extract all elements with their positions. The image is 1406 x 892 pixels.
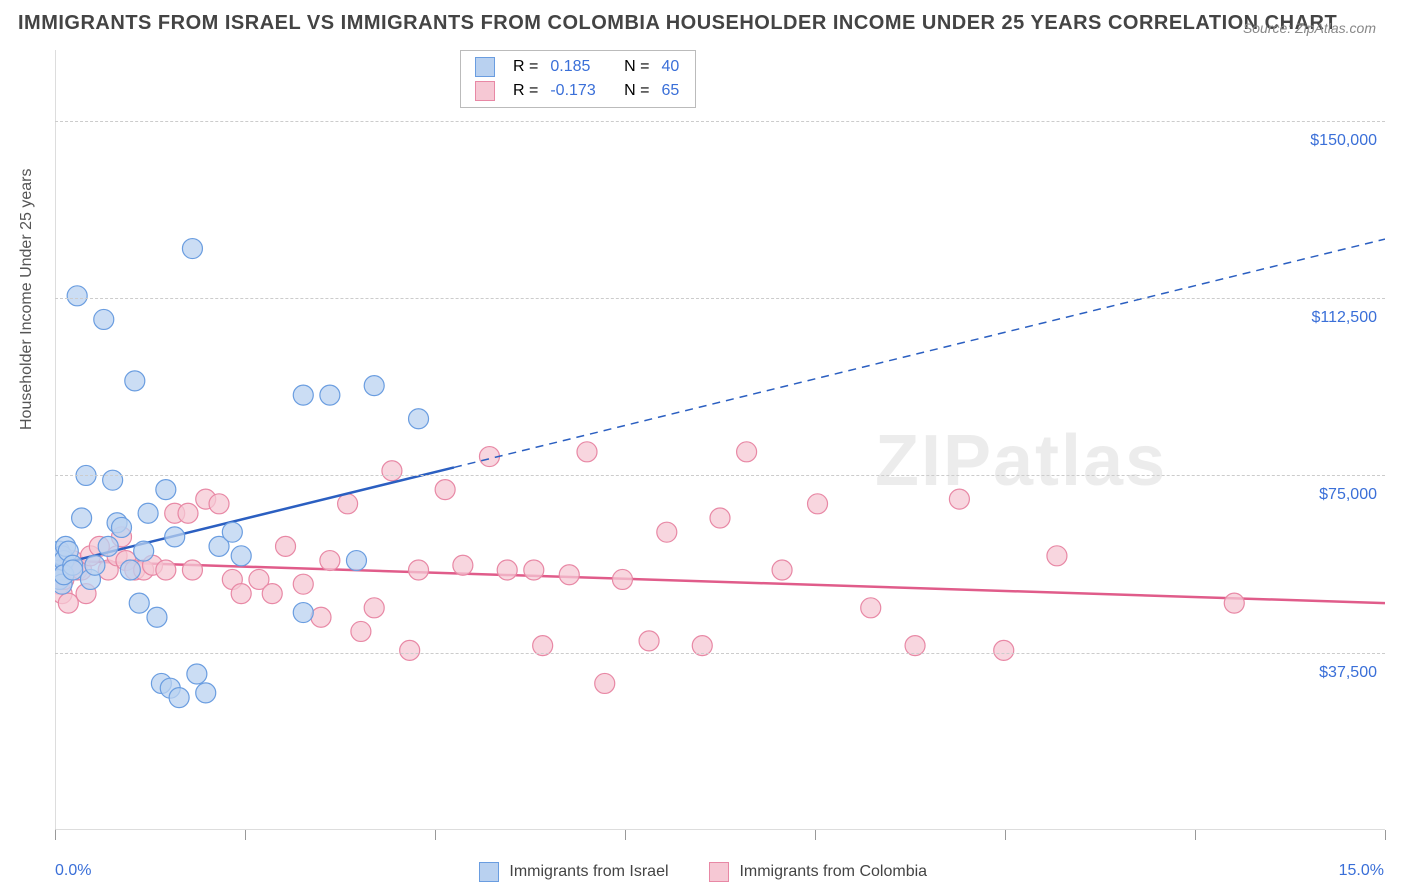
y-tick-label: $112,500: [1311, 309, 1377, 327]
chart-title: IMMIGRANTS FROM ISRAEL VS IMMIGRANTS FRO…: [18, 12, 1337, 35]
n-label: N =: [624, 82, 649, 99]
legend-label-colombia: Immigrants from Colombia: [739, 863, 927, 880]
r-value-colombia: -0.173: [550, 82, 595, 99]
chart-container: IMMIGRANTS FROM ISRAEL VS IMMIGRANTS FRO…: [0, 0, 1406, 892]
series-legend: Immigrants from Israel Immigrants from C…: [0, 862, 1406, 882]
legend-row-israel: R = 0.185 N = 40: [469, 55, 685, 79]
x-tick: [1385, 830, 1386, 840]
gridline: [55, 475, 1385, 476]
x-tick: [245, 830, 246, 840]
n-label: N =: [624, 58, 649, 75]
r-label: R =: [513, 82, 538, 99]
x-tick: [815, 830, 816, 840]
scatter-svg: [55, 50, 1385, 830]
r-label: R =: [513, 58, 538, 75]
x-tick: [55, 830, 56, 840]
r-value-israel: 0.185: [550, 58, 590, 75]
y-tick-label: $75,000: [1319, 486, 1377, 504]
swatch-colombia-b: [709, 862, 729, 882]
x-tick: [625, 830, 626, 840]
correlation-legend: R = 0.185 N = 40 R = -0.173 N = 65: [460, 50, 696, 108]
source-attribution: Source: ZipAtlas.com: [1243, 20, 1376, 36]
n-value-israel: 40: [662, 58, 680, 75]
x-tick: [435, 830, 436, 840]
y-tick-label: $150,000: [1310, 132, 1377, 150]
swatch-colombia: [475, 81, 495, 101]
legend-item-colombia: Immigrants from Colombia: [709, 862, 927, 882]
legend-label-israel: Immigrants from Israel: [509, 863, 668, 880]
gridline: [55, 298, 1385, 299]
gridline: [55, 653, 1385, 654]
y-tick-label: $37,500: [1319, 664, 1377, 682]
x-tick: [1195, 830, 1196, 840]
swatch-israel-b: [479, 862, 499, 882]
y-axis-title: Householder Income Under 25 years: [18, 169, 36, 430]
gridline: [55, 121, 1385, 122]
n-value-colombia: 65: [662, 82, 680, 99]
legend-row-colombia: R = -0.173 N = 65: [469, 79, 685, 103]
legend-item-israel: Immigrants from Israel: [479, 862, 669, 882]
swatch-israel: [475, 57, 495, 77]
x-tick: [1005, 830, 1006, 840]
plot-area: ZIPatlas $37,500$75,000$112,500$150,000: [55, 50, 1385, 830]
